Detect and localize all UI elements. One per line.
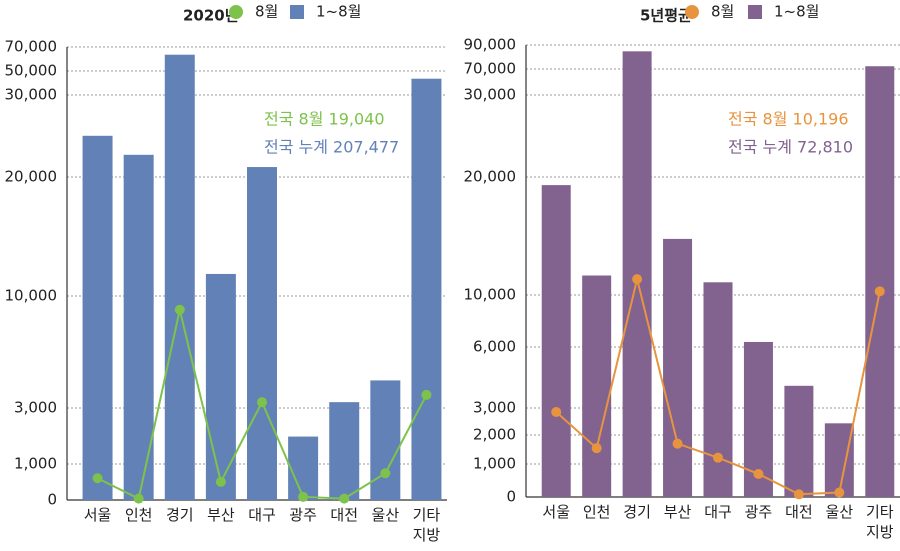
chart2-y-tick-label: 70,000	[464, 60, 517, 78]
chart2-x-tick-label: 기타 지방	[866, 503, 894, 541]
chart1-y-tick-label: 0	[47, 491, 57, 509]
chart1-annotation-cumulative: 전국 누계 207,477	[264, 138, 399, 157]
chart1-y-tick-label: 20,000	[5, 168, 58, 186]
chart2-x-tick-label: 인천	[583, 503, 611, 521]
chart1-bar	[411, 78, 442, 501]
chart1-line-point	[380, 468, 391, 479]
chart2-x-tick-label: 광주	[745, 503, 773, 521]
chart2-bar	[824, 423, 854, 497]
chart1-line-point	[421, 389, 432, 400]
chart1-x-tick-label: 대구	[248, 506, 276, 524]
chart2-y-tick-label: 10,000	[464, 286, 517, 304]
chart2-annotation-cumulative: 전국 누계 72,810	[728, 138, 853, 157]
chart2-line-point	[834, 487, 845, 498]
chart2-line-point	[672, 438, 683, 449]
chart1-y-tick-label: 1,000	[14, 455, 57, 473]
chart1-bar	[247, 167, 277, 501]
chart2-line-point	[632, 274, 643, 285]
chart1-bar	[123, 154, 154, 500]
chart2-bar	[663, 238, 693, 497]
chart2-line-point	[793, 489, 804, 500]
chart2-line-point	[713, 452, 723, 463]
chart2-annotation-monthly: 전국 8월 10,196	[728, 110, 849, 129]
chart2-legend-line-marker	[685, 5, 699, 19]
chart2-bar	[541, 185, 571, 497]
chart1-x-tick-label: 울산	[372, 506, 400, 524]
chart1-title: 2020년	[183, 7, 239, 25]
chart2-y-tick-label: 3,000	[473, 399, 516, 417]
chart2-x-tick-label: 대구	[704, 503, 732, 521]
chart2-line-point	[874, 286, 885, 297]
chart1-y-tick-label: 30,000	[5, 86, 58, 104]
chart2-y-tick-label: 6,000	[473, 338, 516, 356]
chart1-legend-bar-label: 1~8월	[316, 3, 361, 21]
chart1-y-tick-label: 10,000	[5, 287, 58, 305]
chart2-y-tick-label: 2,000	[473, 426, 516, 444]
chart2-bar	[582, 275, 612, 497]
chart1-bar	[329, 402, 360, 500]
chart-panel-1: 2020년 8월 1~8월 70,000 50,000 30,000 20,000 10,00…	[5, 3, 447, 544]
chart2-x-tick-label: 서울	[542, 503, 570, 521]
chart1-line-point	[339, 493, 350, 504]
chart1-line-point	[174, 304, 185, 315]
chart2-x-tick-label: 경기	[623, 503, 651, 521]
chart2-x-tick-label: 부산	[664, 503, 692, 521]
chart1-line-point	[298, 491, 309, 502]
chart2-x-tick-label: 울산	[826, 503, 854, 521]
chart1-line-point	[92, 473, 103, 484]
chart1-legend-line-label: 8월	[255, 3, 278, 21]
chart1-y-tick-label: 3,000	[14, 399, 57, 417]
chart1-bar	[288, 436, 319, 500]
chart1-x-tick-label: 대전	[330, 506, 358, 524]
chart1-line-point	[215, 476, 226, 487]
chart1-x-tick-label: 서울	[84, 506, 112, 524]
chart2-y-tick-label: 0	[506, 488, 516, 506]
chart2-line-point	[591, 443, 602, 454]
chart1-line-point	[133, 493, 144, 504]
chart-panel-2: 5년평균 8월 1~8월 90,000 70,000 30,000 20,000 10,000…	[464, 3, 900, 541]
chart2-x-tick-label: 대전	[785, 503, 813, 521]
chart2-bar	[865, 66, 895, 497]
chart1-x-tick-label: 부산	[207, 506, 235, 524]
chart2-bar	[784, 385, 814, 497]
chart2-legend-bar-marker	[748, 5, 762, 19]
chart1-bar	[205, 273, 236, 500]
chart2-y-tick-label: 30,000	[464, 86, 517, 104]
chart1-x-tick-label: 기타 지방	[413, 506, 441, 544]
chart1-y-tick-label: 50,000	[5, 62, 58, 80]
chart1-x-tick-label: 인천	[125, 506, 153, 524]
chart1-x-tick-label: 광주	[289, 506, 317, 524]
chart2-line-point	[551, 407, 562, 418]
chart1-legend-line-marker	[229, 5, 243, 19]
chart1-bar	[164, 54, 195, 501]
chart1-y-tick-label: 70,000	[5, 38, 58, 56]
chart2-line-point	[753, 468, 764, 479]
chart1-x-tick-label: 경기	[166, 506, 194, 524]
chart2-legend-line-label: 8월	[711, 3, 734, 21]
chart2-y-tick-label: 1,000	[473, 455, 516, 473]
chart1-annotation-monthly: 전국 8월 19,040	[264, 110, 385, 129]
chart2-title: 5년평균	[640, 7, 692, 25]
chart2-y-tick-label: 90,000	[464, 36, 517, 54]
chart1-bar	[82, 135, 113, 500]
chart2-y-tick-label: 20,000	[464, 168, 517, 186]
chart1-line-point	[257, 397, 267, 408]
chart2-bar	[703, 282, 733, 497]
chart1-bar	[370, 380, 401, 500]
chart1-legend-bar-marker	[290, 5, 304, 19]
chart2-legend-bar-label: 1~8월	[774, 3, 819, 21]
